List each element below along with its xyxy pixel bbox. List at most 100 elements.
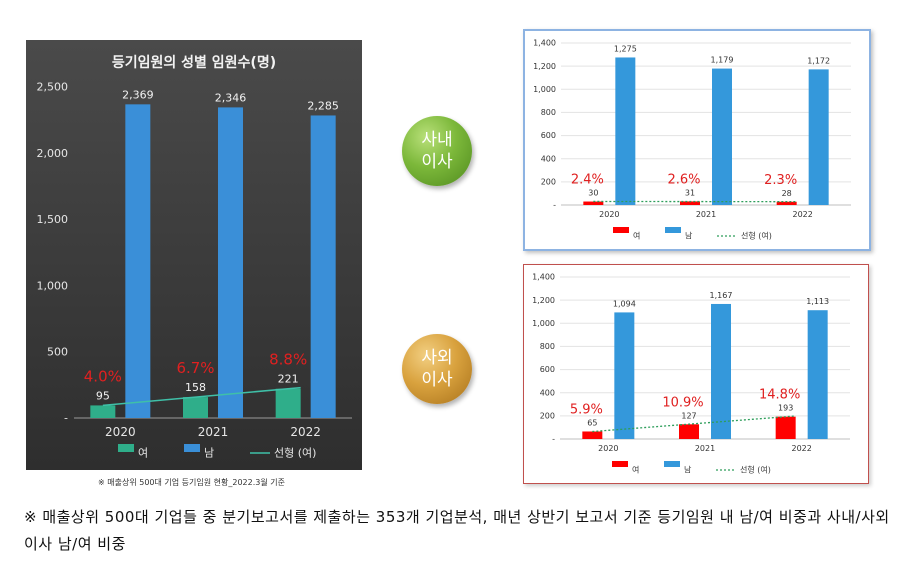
y-tick-label: 1,000 — [37, 279, 69, 292]
legend-swatch-male — [664, 461, 680, 467]
bar-male — [711, 303, 731, 439]
percent-label: 4.0% — [84, 367, 122, 385]
x-tick-label: 2020 — [105, 425, 136, 439]
value-label-male: 1,179 — [711, 56, 734, 65]
main-chart-panel: 등기임원의 성별 임원수(명) - 500 1,000 1,500 2,000 2,500… — [26, 40, 362, 470]
y-tick-label: 1,200 — [532, 296, 555, 305]
inhouse-chart: - 200 400 600 800 1,000 1,200 1,400 30 1,275 2.4% 2… — [533, 39, 851, 241]
y-tick-label: 1,500 — [37, 213, 69, 226]
legend-swatch-male — [665, 227, 681, 233]
y-tick-label: - — [553, 201, 556, 210]
y-tick-label: 500 — [47, 345, 68, 358]
bar-female — [582, 431, 603, 439]
value-label-male: 1,275 — [614, 44, 637, 53]
main-chart-title: 등기임원의 성별 임원수(명) — [111, 55, 277, 71]
y-tick-label: - — [552, 435, 555, 444]
y-tick-label: 2,000 — [37, 147, 69, 160]
bar-female — [679, 424, 699, 439]
value-label-male: 2,285 — [307, 99, 339, 112]
value-label-male: 2,346 — [215, 91, 247, 104]
y-tick-label: 1,000 — [533, 85, 556, 94]
value-label-male: 2,369 — [122, 88, 154, 101]
percent-label: 6.7% — [176, 359, 214, 377]
bar-female — [775, 416, 796, 439]
value-label-female: 31 — [685, 188, 695, 197]
bar-male — [615, 57, 636, 205]
inhouse-director-badge: 사내 이사 — [402, 116, 472, 186]
y-tick-label: 200 — [541, 178, 556, 187]
legend-swatch-female — [612, 461, 628, 467]
y-tick-label: 1,400 — [533, 39, 556, 48]
y-tick-label: 600 — [540, 365, 555, 374]
legend-swatch-female — [613, 227, 629, 233]
legend-label-male: 남 — [204, 447, 214, 460]
bar-male — [218, 107, 243, 419]
legend-swatch-female — [118, 444, 134, 452]
x-tick-label: 2020 — [598, 444, 618, 453]
x-tick-label: 2022 — [792, 210, 812, 219]
outside-chart: - 200 400 600 800 1,000 1,200 1,400 65 1,094 5.9% 2… — [532, 273, 850, 475]
bar-female — [183, 397, 208, 418]
legend-label-female: 여 — [633, 231, 640, 241]
footnote: ※ 매출상위 500대 기업들 중 분기보고서를 제출하는 353개 기업분석,… — [24, 508, 890, 553]
y-tick-label: 400 — [541, 154, 556, 163]
source-note: ※ 매출상위 500대 기업 등기임원 현황_2022.3월 기준 — [98, 478, 285, 487]
percent-label: 5.9% — [570, 402, 603, 417]
percent-label: 2.6% — [667, 172, 700, 187]
bar-female — [275, 388, 301, 418]
trendline — [102, 386, 301, 407]
bar-male — [712, 68, 732, 205]
percent-label: 10.9% — [662, 395, 703, 410]
bar-male — [807, 310, 828, 439]
value-label-female: 193 — [778, 404, 793, 413]
y-tick-label: 200 — [540, 412, 555, 421]
y-tick-label: 800 — [540, 342, 555, 351]
y-tick-label: 1,200 — [533, 62, 556, 71]
x-tick-label: 2020 — [599, 210, 619, 219]
main-chart: - 500 1,000 1,500 2,000 2,500 95 2,369 4.0% 2020 1… — [37, 81, 352, 460]
legend-label-male: 남 — [684, 466, 692, 475]
value-label-female: 221 — [278, 373, 299, 386]
bar-female — [680, 201, 700, 205]
legend-label-trend: 선형 (여) — [274, 447, 316, 460]
outside-chart-panel: - 200 400 600 800 1,000 1,200 1,400 65 1,094 5.9% 2… — [523, 264, 869, 484]
legend-label-trend: 선형 (여) — [741, 231, 772, 241]
percent-label: 2.3% — [764, 173, 797, 188]
value-label-female: 65 — [587, 418, 597, 427]
bar-female — [776, 201, 797, 205]
y-tick-label: 1,000 — [532, 319, 555, 328]
value-label-female: 28 — [782, 189, 792, 198]
y-tick-label: 600 — [541, 131, 556, 140]
value-label-female: 127 — [681, 411, 696, 420]
bar-male — [808, 69, 829, 205]
legend-label-male: 남 — [685, 232, 693, 241]
percent-label: 2.4% — [571, 173, 604, 188]
value-label-male: 1,113 — [806, 297, 829, 306]
value-label-male: 1,094 — [613, 299, 636, 308]
inhouse-chart-panel: - 200 400 600 800 1,000 1,200 1,400 30 1,275 2.4% 2… — [523, 29, 871, 251]
bar-female — [90, 405, 116, 418]
legend-label-trend: 선형 (여) — [740, 465, 771, 475]
bar-male — [125, 104, 151, 419]
value-label-female: 95 — [96, 389, 110, 402]
value-label-male: 1,172 — [807, 56, 830, 65]
value-label-female: 30 — [588, 189, 598, 198]
percent-label: 14.8% — [759, 388, 800, 403]
x-tick-label: 2022 — [791, 444, 811, 453]
y-tick-label: 2,500 — [37, 81, 69, 94]
x-tick-label: 2022 — [290, 425, 321, 439]
y-tick-label: 400 — [540, 388, 555, 397]
bar-male — [310, 115, 336, 418]
y-tick-label: - — [64, 412, 68, 425]
outside-director-badge: 사외 이사 — [402, 334, 472, 404]
bar-male — [614, 312, 635, 439]
legend-label-female: 여 — [632, 465, 639, 475]
x-tick-label: 2021 — [696, 210, 716, 219]
legend-swatch-male — [184, 444, 200, 452]
value-label-male: 1,167 — [710, 291, 733, 300]
value-label-female: 158 — [185, 381, 206, 394]
trendline — [592, 415, 796, 433]
bar-female — [583, 201, 604, 205]
x-tick-label: 2021 — [695, 444, 715, 453]
x-tick-label: 2021 — [198, 425, 229, 439]
